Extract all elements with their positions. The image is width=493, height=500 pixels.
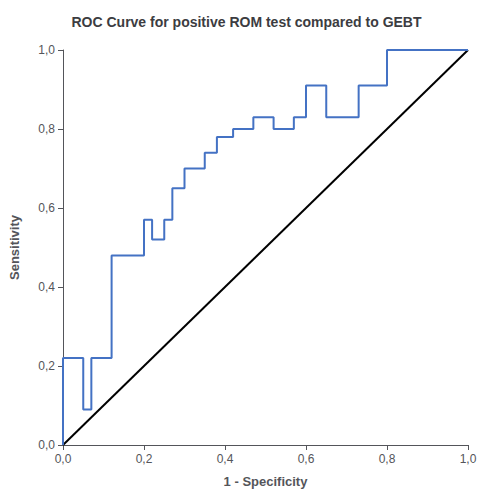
svg-text:1,0: 1,0	[38, 43, 55, 57]
svg-text:0,4: 0,4	[217, 452, 234, 466]
svg-text:1,0: 1,0	[460, 452, 477, 466]
svg-text:0,2: 0,2	[38, 359, 55, 373]
svg-text:0,0: 0,0	[55, 452, 72, 466]
svg-text:0,0: 0,0	[38, 438, 55, 452]
svg-text:Sensitivity: Sensitivity	[7, 214, 22, 280]
svg-text:0,6: 0,6	[298, 452, 315, 466]
svg-text:0,6: 0,6	[38, 201, 55, 215]
svg-text:0,8: 0,8	[379, 452, 396, 466]
svg-text:ROC Curve for positive ROM tes: ROC Curve for positive ROM test compared…	[71, 14, 421, 30]
svg-text:1 - Specificity: 1 - Specificity	[224, 474, 309, 489]
svg-text:0,4: 0,4	[38, 280, 55, 294]
svg-text:0,2: 0,2	[136, 452, 153, 466]
svg-text:0,8: 0,8	[38, 122, 55, 136]
